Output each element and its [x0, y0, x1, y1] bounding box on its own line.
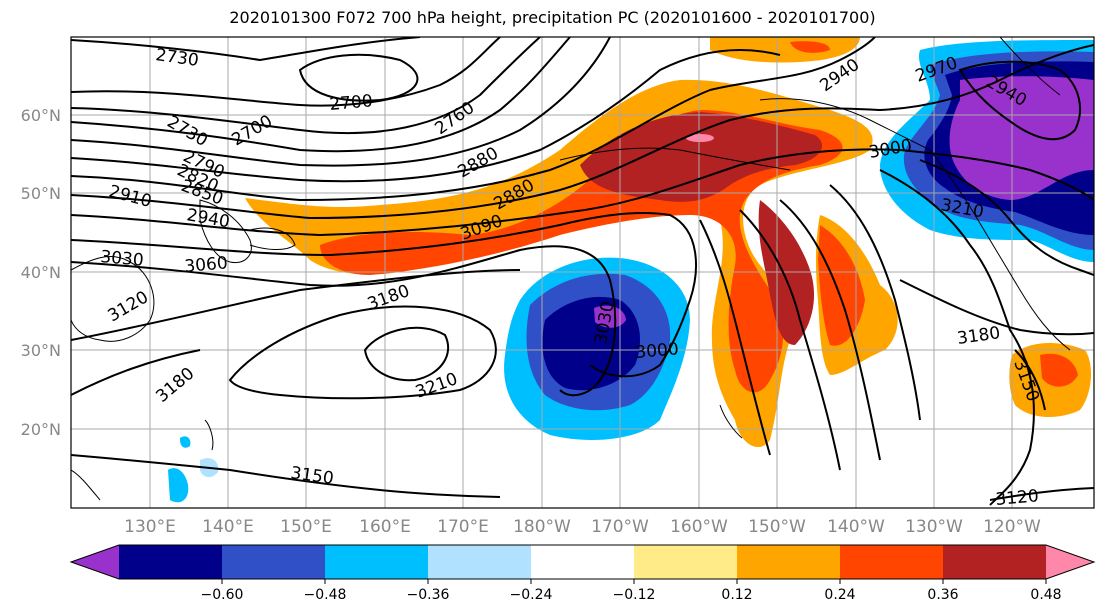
colorbar-bin [634, 545, 738, 579]
lon-label: 130°E [124, 517, 176, 537]
contour-label: 3030 [100, 247, 145, 271]
colorbar-bin [119, 545, 223, 579]
contour-label: 2700 [329, 91, 374, 115]
colorbar-tick-label: −0.36 [407, 587, 450, 601]
colorbar-bin [737, 545, 841, 579]
colorbar-bin [531, 545, 635, 579]
lat-label-30n: 30°N [21, 341, 61, 360]
lon-label: 170°W [591, 517, 649, 537]
colorbar-tick-label: −0.48 [304, 587, 347, 601]
lon-label: 140°E [202, 517, 254, 537]
colorbar-tick-label: 0.48 [1030, 587, 1061, 601]
colorbar-extend-low [71, 545, 119, 579]
colorbar-tick-label: 0.12 [721, 587, 752, 601]
lat-label-20n: 20°N [21, 420, 61, 439]
negative-anomaly-small-1 [168, 468, 189, 503]
positive-anomaly-southeast-core [1040, 353, 1078, 387]
lon-label: 150°E [280, 517, 332, 537]
lon-label: 140°W [827, 517, 885, 537]
colorbar-tick-label: 0.24 [824, 587, 855, 601]
lon-label: 120°W [983, 517, 1041, 537]
colorbar-bin [943, 545, 1047, 579]
colorbar-tick-label: −0.60 [201, 587, 244, 601]
positive-anomaly-east-core [818, 225, 865, 346]
positive-anomaly-max [580, 112, 823, 202]
map-title: 2020101300 F072 700 hPa height, precipit… [229, 8, 876, 27]
colorbar-tick-label: −0.24 [510, 587, 553, 601]
colorbar-tick-label: −0.12 [613, 587, 656, 601]
colorbar-tick-label: 0.36 [927, 587, 958, 601]
map-content: 2730 2700 2940 2970 2940 2880 2730 2700 … [71, 37, 1094, 510]
map-frame [70, 36, 1095, 509]
lon-label: 160°W [670, 517, 728, 537]
colorbar-extend-high [1046, 545, 1094, 579]
colorbar-bin [325, 545, 429, 579]
contour-label: 3060 [184, 253, 229, 277]
negative-anomaly-central-peak [594, 305, 626, 328]
lon-label: 150°W [748, 517, 806, 537]
positive-anomaly-north-core [790, 41, 830, 53]
positive-anomaly-north [710, 37, 860, 63]
latitude-labels: 60°N 50°N 40°N 30°N 20°N [21, 106, 61, 439]
colorbar-bin [222, 545, 326, 579]
colorbar-bin [428, 545, 532, 579]
lon-label: 180°W [513, 517, 571, 537]
negative-anomaly-small-3 [180, 436, 191, 448]
height-contours [71, 37, 1094, 506]
contour-label: 3000 [635, 339, 680, 363]
colorbar-outline [69, 544, 1096, 580]
lon-label: 170°E [437, 517, 489, 537]
positive-anomaly-peak [686, 134, 714, 142]
contour-label: 3120 [995, 486, 1040, 510]
colorbar: −0.60 −0.48 −0.36 −0.24 −0.12 0.12 0.24 0.36 0.4… [69, 544, 1096, 601]
negative-anomaly-northeast-peak [949, 76, 1094, 200]
lon-label: 130°W [905, 517, 963, 537]
lon-label: 160°E [359, 517, 411, 537]
lat-label-50n: 50°N [21, 184, 61, 203]
lat-label-40n: 40°N [21, 263, 61, 282]
coastlines [71, 37, 1071, 501]
longitude-labels: 130°E 140°E 150°E 160°E 170°E 180°W 170°… [124, 517, 1041, 537]
lat-label-60n: 60°N [21, 106, 61, 125]
colorbar-bin [840, 545, 944, 579]
